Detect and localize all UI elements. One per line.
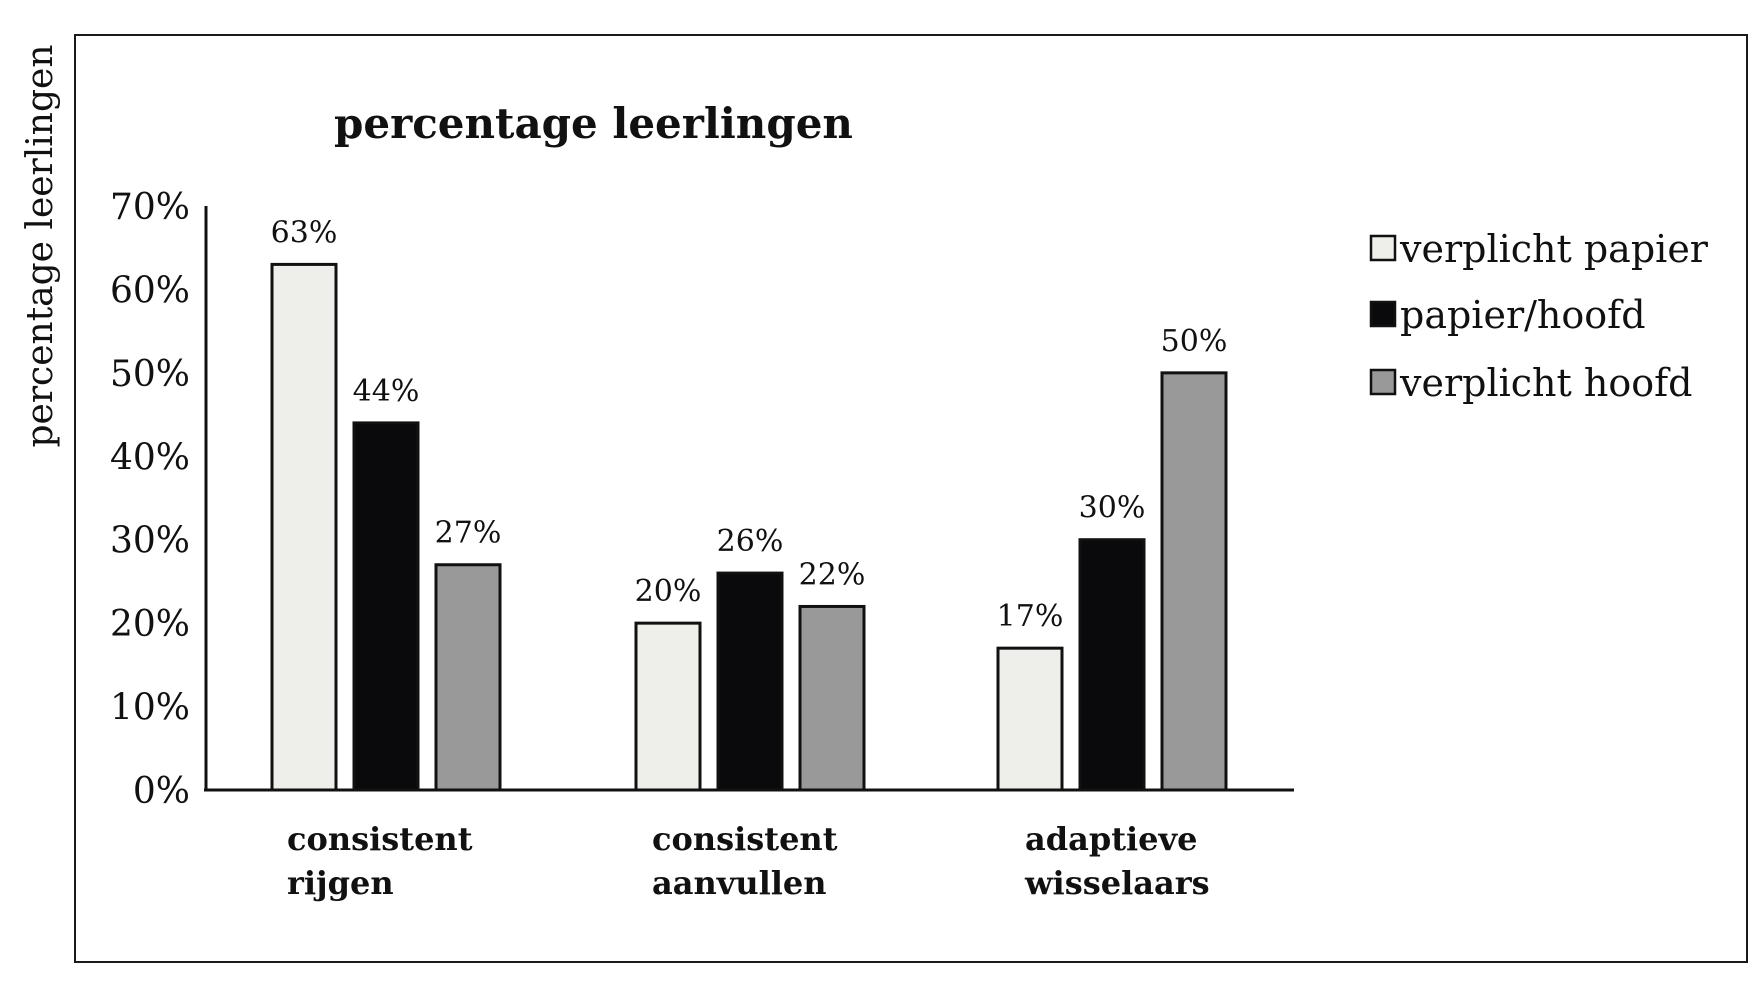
legend-label: papier/hoofd (1400, 293, 1646, 337)
data-label: 44% (353, 374, 420, 409)
bar (434, 563, 502, 792)
bars-group (270, 262, 1228, 792)
legend-swatch (1369, 300, 1397, 328)
x-axis-categories: consistent rijgen consistent aanvullen adapt… (287, 820, 1210, 902)
y-tick-label: 0% (133, 771, 190, 812)
y-tick-label: 60% (110, 270, 190, 311)
bar (1160, 371, 1228, 792)
y-axis-ticks: 0% 10% 20% 30% 40% 50% 60% 70% (110, 187, 190, 812)
y-axis-label: percentage leerlingen (20, 44, 61, 447)
data-label: 27% (435, 516, 502, 551)
bar (352, 421, 420, 792)
bar (798, 604, 866, 792)
legend-label: verplicht papier (1399, 227, 1709, 271)
data-label: 17% (997, 599, 1064, 634)
x-category-label: adaptieve (1025, 820, 1197, 858)
data-label: 50% (1161, 324, 1228, 359)
bar (270, 262, 338, 792)
y-tick-label: 70% (110, 187, 190, 228)
data-label: 63% (271, 215, 338, 250)
bar (634, 621, 702, 792)
x-category-label: rijgen (287, 864, 394, 902)
y-tick-label: 10% (110, 688, 190, 729)
x-category-label: consistent (287, 820, 473, 858)
bar (996, 646, 1064, 792)
legend: verplicht papier papier/hoofd verplicht ho… (1369, 227, 1709, 405)
x-category-label: wisselaars (1024, 864, 1210, 902)
legend-label: verplicht hoofd (1399, 361, 1692, 405)
chart-title: percentage leerlingen (334, 99, 853, 148)
data-label: 20% (635, 574, 702, 609)
y-tick-label: 50% (110, 354, 190, 395)
bar (716, 571, 784, 792)
y-tick-label: 20% (110, 604, 190, 645)
x-category-label: consistent (652, 820, 838, 858)
legend-swatch (1369, 368, 1397, 396)
data-label: 26% (717, 524, 784, 559)
legend-swatch (1369, 234, 1397, 262)
bar (1078, 538, 1146, 792)
data-label: 30% (1079, 491, 1146, 526)
y-tick-label: 40% (110, 437, 190, 478)
data-label: 22% (799, 557, 866, 592)
y-tick-label: 30% (110, 521, 190, 562)
value-labels-group: 63% 20% 17% 44% 26% 30% 27% 22% 50% (271, 215, 1228, 634)
x-category-label: aanvullen (652, 864, 827, 902)
